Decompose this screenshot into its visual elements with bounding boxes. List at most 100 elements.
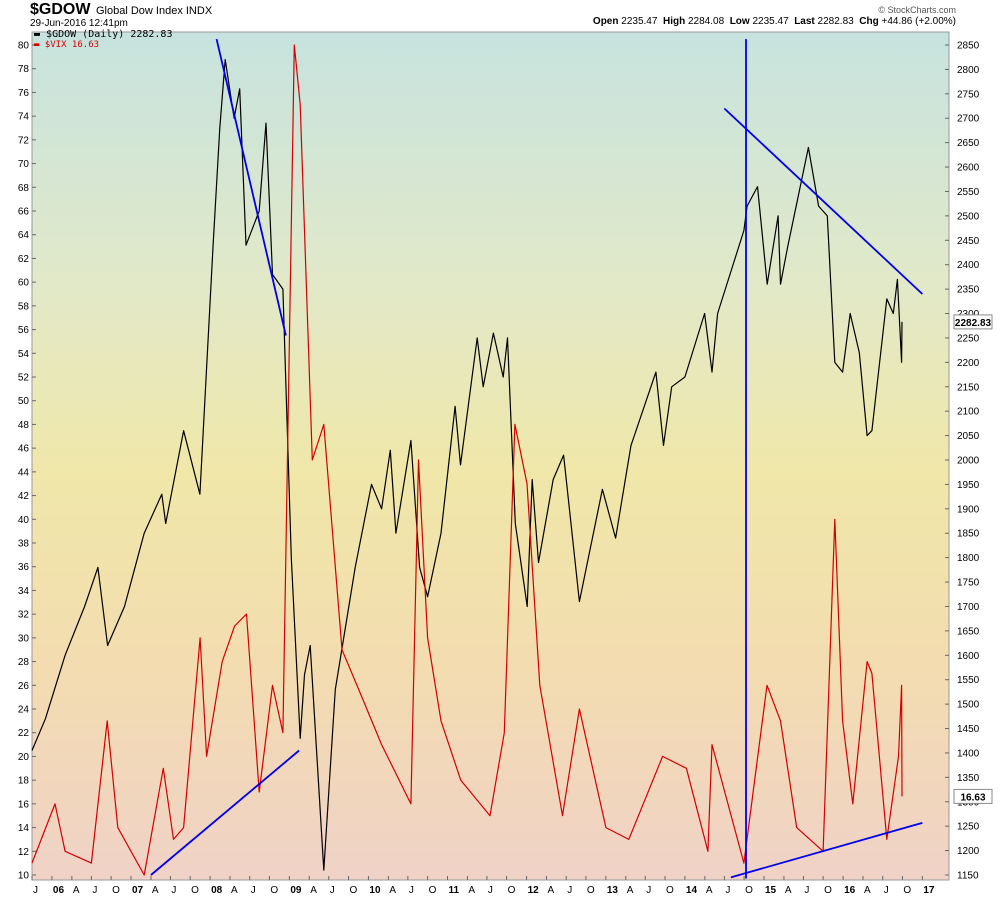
y-right-tick-label: 2600	[957, 163, 980, 174]
chg-value: +44.86 (+2.00%)	[881, 16, 957, 27]
x-tick-label: 15	[765, 885, 777, 896]
y-right-tick-label: 2050	[957, 431, 980, 442]
high-label: High	[662, 16, 686, 27]
x-tick-label: O	[508, 885, 516, 896]
y-right-tick-label: 1400	[957, 748, 980, 759]
open-value: 2235.47	[621, 16, 658, 27]
x-tick-label: O	[429, 885, 437, 896]
x-tick-label: J	[804, 885, 809, 896]
y-right-tick-label: 2550	[957, 187, 980, 198]
trendline	[723, 107, 923, 295]
y-left-tick-label: 26	[18, 681, 30, 692]
high-value: 2284.08	[687, 16, 725, 27]
ohlc-readout: Open 2235.47 High 2284.08 Low 2235.47 La…	[593, 16, 956, 27]
y-left-tick-label: 54	[18, 349, 30, 360]
y-right-tick-label: 1350	[957, 773, 980, 784]
chart-date: 29-Jun-2016 12:41pm	[30, 18, 128, 29]
y-left-tick-label: 52	[18, 373, 30, 384]
x-tick-label: J	[488, 885, 493, 896]
x-tick-label: O	[745, 885, 753, 896]
x-tick-label: A	[389, 885, 396, 896]
x-tick-label: 13	[607, 885, 619, 896]
y-axis-left: 10 12 14 16 18 20 22 24 26 28 30 32 34 36 38 40 42 44 46 48…	[18, 41, 36, 882]
x-tick-label: J	[251, 885, 256, 896]
y-left-tick-label: 10	[18, 871, 30, 882]
x-tick-label: A	[468, 885, 475, 896]
x-tick-label: O	[349, 885, 357, 896]
x-tick-label: J	[725, 885, 730, 896]
x-tick-label: 06	[53, 885, 65, 896]
y-left-tick-label: 22	[18, 728, 30, 739]
x-tick-label: A	[785, 885, 792, 896]
y-right-tick-label: 1200	[957, 846, 980, 857]
y-left-tick-label: 14	[18, 823, 30, 834]
x-tick-label: A	[864, 885, 871, 896]
x-axis: J 06 A J O 07 A J O 08 A J O 09 A J O 10 A J O 11 A J O 12 A J O 13 A J…	[31, 876, 935, 896]
y-left-tick-label: 60	[18, 278, 30, 289]
x-tick-label: A	[231, 885, 238, 896]
y-left-tick-label: 62	[18, 254, 30, 265]
y-right-tick-label: 2400	[957, 260, 980, 271]
y-left-tick-label: 70	[18, 159, 30, 170]
y-left-tick-label: 40	[18, 515, 30, 526]
y-left-tick-label: 72	[18, 135, 30, 146]
y-left-tick-label: 28	[18, 657, 30, 668]
chart-subtitle: Global Dow Index INDX	[96, 5, 213, 17]
x-tick-label: A	[73, 885, 80, 896]
x-tick-label: 09	[290, 885, 302, 896]
y-right-tick-label: 1550	[957, 675, 980, 686]
y-right-tick-label: 2200	[957, 358, 980, 369]
y-right-tick-label: 2150	[957, 382, 980, 393]
y-right-tick-label: 1800	[957, 553, 980, 564]
y-right-tick-label: 1150	[957, 871, 979, 882]
y-right-tick-label: 2100	[957, 407, 980, 418]
trendline	[150, 749, 300, 876]
y-right-tick-label: 2750	[957, 89, 980, 100]
gdow-last-tag-text: 2282.83	[955, 318, 992, 329]
y-left-tick-label: 58	[18, 301, 30, 312]
y-left-tick-label: 42	[18, 491, 30, 502]
x-tick-label: O	[903, 885, 911, 896]
y-right-tick-label: 2800	[957, 65, 980, 76]
y-right-tick-label: 2850	[957, 41, 980, 52]
low-label: Low	[729, 16, 750, 27]
y-left-tick-label: 76	[18, 88, 30, 99]
y-left-tick-label: 38	[18, 539, 30, 550]
y-right-tick-label: 2000	[957, 456, 980, 467]
x-tick-label: 10	[369, 885, 381, 896]
y-left-tick-label: 20	[18, 752, 30, 763]
x-tick-label: 07	[132, 885, 144, 896]
vix-last-tag-text: 16.63	[960, 792, 985, 803]
x-tick-label: J	[567, 885, 572, 896]
last-value-tags: 2282.83 16.63	[953, 314, 993, 804]
open-label: Open	[592, 16, 619, 27]
legend-vix: ▬ $VIX 16.63	[34, 40, 100, 50]
chart-symbol: $GDOW	[30, 1, 91, 18]
y-left-tick-label: 56	[18, 325, 30, 336]
legend-gdow-label: $GDOW (Daily) 2282.83	[46, 29, 173, 40]
y-left-tick-label: 64	[18, 230, 30, 241]
y-right-tick-label: 1650	[957, 626, 980, 637]
y-right-tick-label: 1750	[957, 578, 980, 589]
last-label: Last	[794, 16, 815, 27]
y-right-tick-label: 2500	[957, 211, 980, 222]
brand-label: © StockCharts.com	[878, 5, 956, 15]
y-right-tick-label: 1700	[957, 602, 980, 613]
y-right-tick-label: 1850	[957, 529, 980, 540]
x-tick-label: J	[646, 885, 651, 896]
y-left-tick-label: 12	[18, 847, 30, 858]
x-tick-label: 08	[211, 885, 223, 896]
vix-series-line	[31, 44, 903, 876]
y-left-tick-label: 32	[18, 610, 30, 621]
x-tick-label: A	[706, 885, 713, 896]
x-tick-label: J	[330, 885, 335, 896]
x-tick-label: J	[92, 885, 97, 896]
y-left-tick-label: 18	[18, 776, 30, 787]
legend-gdow: ▬ $GDOW (Daily) 2282.83	[34, 29, 173, 40]
gdow-series-line	[31, 58, 903, 871]
x-tick-label: 11	[448, 885, 459, 896]
vix-last-tag-box	[953, 788, 993, 804]
trendline-layer	[150, 38, 923, 879]
x-tick-label: 16	[844, 885, 856, 896]
y-right-tick-label: 1250	[957, 822, 980, 833]
